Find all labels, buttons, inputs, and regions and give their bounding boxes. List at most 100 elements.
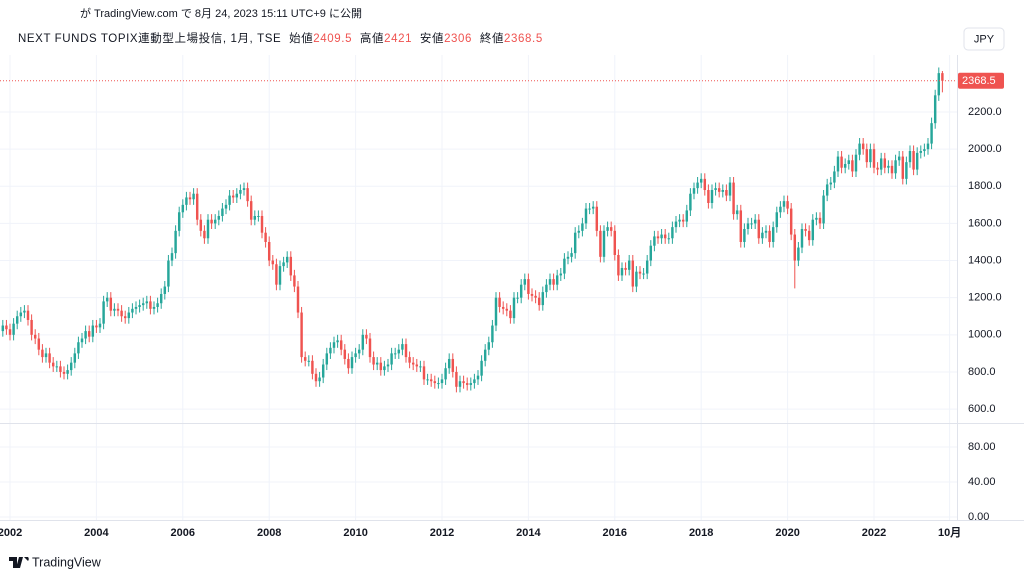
candle-body <box>663 234 667 239</box>
candle-body <box>37 338 41 350</box>
candle-body <box>534 295 537 298</box>
plot <box>0 55 957 520</box>
candle-body <box>915 152 919 170</box>
candle-body <box>285 256 289 263</box>
candle-body <box>782 201 786 207</box>
candle-body <box>131 308 134 313</box>
candle-body <box>941 73 944 81</box>
candle-body <box>149 301 152 309</box>
currency-label[interactable]: JPY <box>974 33 995 45</box>
candle-body <box>372 357 375 365</box>
candle-body <box>433 381 437 384</box>
candle-body <box>465 383 469 385</box>
candle-body <box>624 267 627 270</box>
candle-body <box>62 371 66 374</box>
candle-body <box>656 236 660 239</box>
candle-body <box>163 286 167 294</box>
candle-body <box>840 156 843 168</box>
candle-body <box>559 273 563 276</box>
candle-body <box>563 258 566 274</box>
candle-body <box>800 228 804 248</box>
y-tick-label: 800.0 <box>968 366 996 378</box>
brand: TradingView <box>32 555 102 569</box>
candle-body <box>354 353 357 358</box>
candle-body <box>577 230 581 233</box>
candle-body <box>221 208 224 216</box>
candle-body <box>815 217 818 220</box>
candle-body <box>444 368 447 380</box>
published-line: が TradingView.com で 8月 24, 2023 15:11 UT… <box>80 6 362 20</box>
candle-body <box>188 197 192 200</box>
candle-body <box>120 310 123 317</box>
candle-body <box>887 165 890 168</box>
candle-body <box>725 190 728 196</box>
candle-body <box>66 370 69 374</box>
currency-button[interactable] <box>963 27 1005 51</box>
high-value: 2421 <box>384 33 412 45</box>
candle-body <box>257 215 260 217</box>
candle-body <box>732 182 735 215</box>
candle-body <box>329 347 332 354</box>
candle-body <box>876 167 879 170</box>
candle-body <box>393 353 397 355</box>
candle-body <box>23 310 26 313</box>
candle-body <box>203 230 206 239</box>
candle-body <box>48 353 51 363</box>
candle-body <box>728 182 732 196</box>
candle-body <box>901 156 905 179</box>
candle-body <box>591 206 595 209</box>
candle-body <box>498 297 501 307</box>
candle-body <box>26 310 30 320</box>
candle-body <box>264 232 267 242</box>
candle-body <box>80 338 84 343</box>
candle-body <box>217 215 221 220</box>
candle-body <box>714 188 717 191</box>
candle-body <box>174 230 177 254</box>
candle-body <box>105 297 109 302</box>
y-tick-label: 1000.0 <box>968 329 1002 341</box>
candle-body <box>512 297 516 319</box>
candle-body <box>426 379 429 381</box>
candle-body <box>437 383 440 385</box>
candle-body <box>807 230 811 241</box>
candle-body <box>570 253 573 257</box>
candle-body <box>213 219 217 224</box>
candle-body <box>743 228 746 242</box>
candle-body <box>573 232 577 254</box>
candle-body <box>494 297 498 326</box>
candle-body <box>678 219 681 222</box>
candle-body <box>595 206 599 231</box>
candle-body <box>555 275 559 285</box>
candle-body <box>325 353 329 365</box>
candle-body <box>937 73 941 96</box>
candle-body <box>235 193 239 198</box>
candle-body <box>613 230 617 255</box>
candle-body <box>404 344 408 358</box>
candle-body <box>289 256 293 276</box>
candle-body <box>908 151 912 163</box>
candle-body <box>699 178 703 183</box>
x-tick-label: 2014 <box>516 527 541 539</box>
candle-body <box>804 228 807 231</box>
candle-body <box>455 371 458 387</box>
y-tick-label: 2200.0 <box>968 106 1002 118</box>
candle-body <box>926 143 930 150</box>
candle-body <box>95 325 98 328</box>
candle-body <box>134 306 138 309</box>
x-tick-label: 2006 <box>171 527 195 539</box>
candle-body <box>30 319 33 335</box>
candle-body <box>91 325 95 337</box>
candle-body <box>627 260 631 270</box>
candle-body <box>620 267 624 276</box>
symbol: NEXT FUNDS TOPIX連動型上場投信, 1月, TSE <box>18 31 281 45</box>
candle-body <box>318 377 321 382</box>
candle-body <box>606 227 609 231</box>
candle-body <box>228 195 231 205</box>
candle-body <box>303 357 307 361</box>
candle-body <box>879 158 883 170</box>
open-value: 2409.5 <box>313 33 352 45</box>
candle-body <box>854 154 858 172</box>
candle-body <box>865 149 869 163</box>
x-tick-label: 2022 <box>862 527 886 539</box>
candle-body <box>15 316 19 324</box>
